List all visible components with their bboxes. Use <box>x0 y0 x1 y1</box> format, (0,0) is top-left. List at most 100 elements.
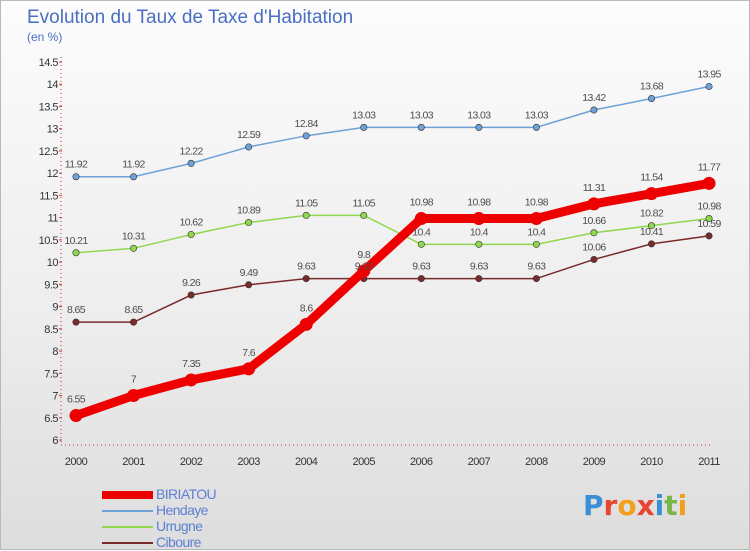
data-point <box>360 211 368 219</box>
x-tick-label: 2005 <box>353 456 376 468</box>
data-label: 13.68 <box>640 80 664 92</box>
data-point <box>245 143 253 151</box>
logo-letter: P <box>583 489 604 522</box>
data-point <box>647 240 655 248</box>
data-point <box>590 106 598 114</box>
data-label: 13.03 <box>352 109 376 121</box>
data-point <box>127 389 141 403</box>
data-point <box>472 212 486 226</box>
series-hendaye <box>72 82 713 181</box>
x-tick-label: 2001 <box>122 456 145 468</box>
data-point <box>299 317 313 331</box>
legend-label: Hendaye <box>156 502 208 518</box>
logo-letter: i <box>677 489 688 522</box>
data-point <box>705 232 713 240</box>
data-point <box>130 173 138 181</box>
data-point <box>302 211 310 219</box>
y-tick-label: 8.5 <box>44 324 58 336</box>
data-label: 13.42 <box>582 92 606 104</box>
data-label: 10.21 <box>64 235 88 247</box>
data-label: 7 <box>131 374 137 386</box>
y-tick-label: 6.5 <box>44 413 58 425</box>
y-tick-label: 13 <box>47 124 59 136</box>
y-tick-label: 10.5 <box>39 235 59 247</box>
legend-swatch <box>102 491 153 499</box>
data-label: 9.63 <box>355 261 374 273</box>
series-line <box>75 214 710 254</box>
series-lines <box>69 82 716 423</box>
logo-letter: i <box>654 489 665 522</box>
y-tick-label: 6 <box>52 435 58 447</box>
legend-swatch <box>102 526 153 528</box>
data-point <box>417 123 425 131</box>
data-point <box>647 94 655 102</box>
data-point <box>532 123 540 131</box>
data-label: 11.92 <box>65 159 88 171</box>
data-label: 7.35 <box>182 358 201 370</box>
data-point <box>187 231 195 239</box>
series-line <box>71 178 714 421</box>
data-label: 11.77 <box>698 161 721 173</box>
data-point <box>414 212 428 226</box>
data-point <box>475 240 483 248</box>
data-label: 10.62 <box>179 217 203 229</box>
data-point <box>705 215 713 223</box>
y-tick-label: 13.5 <box>39 101 59 113</box>
chart-title: Evolution du Taux de Taxe d'Habitation <box>27 7 354 28</box>
data-point <box>702 176 716 190</box>
y-tick-label: 7.5 <box>44 368 58 380</box>
data-label: 10.66 <box>582 215 606 227</box>
data-point <box>72 249 80 257</box>
x-tick-label: 2004 <box>295 456 318 468</box>
x-tick-label: 2008 <box>525 456 548 468</box>
data-point <box>647 222 655 230</box>
data-label: 9.8 <box>357 249 371 261</box>
data-point <box>645 187 658 201</box>
data-label: 10.89 <box>237 205 261 217</box>
series-line <box>75 235 710 323</box>
y-tick-label: 10 <box>47 257 59 269</box>
data-point <box>590 255 598 263</box>
data-point <box>532 240 540 248</box>
data-point <box>302 275 310 283</box>
logo-letter: r <box>603 489 618 522</box>
data-point <box>184 373 198 387</box>
y-tick-label: 9 <box>52 302 58 314</box>
data-label: 10.4 <box>470 226 489 238</box>
labels-ciboure: 8.65 8.65 9.26 9.49 9.63 9.63 9.63 9.63 9.63 10.0… <box>67 218 722 316</box>
x-tick-label: 2006 <box>410 456 433 468</box>
series-biriatou <box>69 176 716 423</box>
y-tick-label: 12.5 <box>39 146 59 158</box>
data-label: 9.63 <box>297 261 316 273</box>
data-point <box>475 123 483 131</box>
data-point <box>417 275 425 283</box>
labels-biriatou: 6.55 7 7.35 7.6 8.6 9.8 10.98 10.98 10.98 11.31 11… <box>67 161 722 405</box>
data-label: 13.03 <box>410 109 434 121</box>
data-point <box>242 362 256 376</box>
axes: 6 6.5 7 7.5 8 8.5 9 9.5 10 10.5 11 11.5 12 12.5 13 13.5… <box>39 57 721 468</box>
x-tick-label: 2011 <box>698 456 720 468</box>
y-tick-label: 14.5 <box>39 57 59 69</box>
logo-letter: o <box>617 489 637 522</box>
labels-hendaye: 11.92 11.92 12.22 12.59 12.84 13.03 13.03 13.03… <box>65 68 722 170</box>
proxiti-logo: Proxiti <box>583 489 687 522</box>
data-label: 11.05 <box>295 197 318 209</box>
data-point <box>357 264 371 278</box>
data-point <box>130 244 138 252</box>
legend-label: BIRIATOU <box>156 486 217 502</box>
data-label: 8.65 <box>125 304 144 316</box>
data-label: 10.59 <box>697 218 721 230</box>
x-tick-label: 2009 <box>583 456 606 468</box>
data-point <box>360 123 368 131</box>
data-label: 11.31 <box>583 182 606 194</box>
legend-label: Ciboure <box>156 534 201 550</box>
legend-swatch <box>102 542 153 544</box>
data-point <box>72 318 80 326</box>
logo-letter: t <box>664 489 678 522</box>
unit-label: (en %) <box>27 30 63 44</box>
data-label: 10.4 <box>412 226 431 238</box>
data-label: 9.63 <box>527 261 546 273</box>
data-label: 10.31 <box>122 230 146 242</box>
